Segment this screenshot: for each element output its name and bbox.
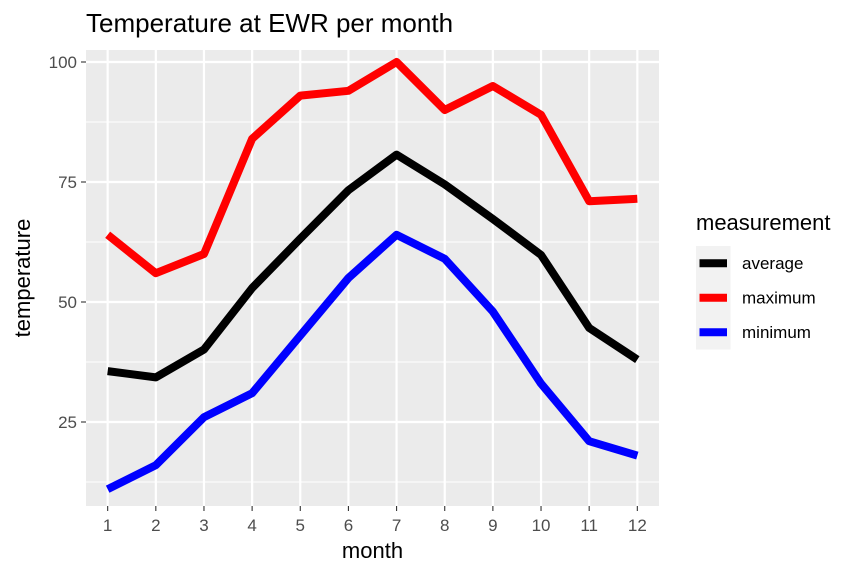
y-tick-label: 75 [58, 173, 77, 192]
plot-panel [86, 50, 659, 506]
x-tick-label: 6 [344, 516, 353, 535]
legend: measurement average maximum minimum [696, 210, 831, 350]
x-tick-label: 5 [296, 516, 305, 535]
x-tick-label: 11 [580, 516, 598, 535]
series-line-minimum [105, 230, 639, 493]
x-tick-label: 3 [199, 516, 208, 535]
legend-label-average: average [742, 254, 803, 273]
legend-items: average maximum minimum [696, 246, 816, 350]
x-tick-label: 8 [440, 516, 449, 535]
legend-title: measurement [696, 210, 831, 235]
legend-label-minimum: minimum [742, 323, 811, 342]
legend-label-maximum: maximum [742, 289, 816, 308]
x-tick-label: 7 [392, 516, 401, 535]
y-axis: 25 50 75 100 [49, 53, 86, 432]
y-axis-title: temperature [10, 219, 35, 338]
x-axis: 1 2 3 4 5 6 7 8 9 10 11 12 [103, 506, 647, 535]
x-tick-label: 2 [151, 516, 160, 535]
x-axis-title: month [342, 538, 403, 563]
x-tick-label: 1 [103, 516, 112, 535]
series-line-maximum [105, 58, 638, 278]
chart-title: Temperature at EWR per month [86, 8, 453, 38]
y-tick-label: 50 [58, 293, 77, 312]
x-tick-label: 4 [247, 516, 256, 535]
series-lines [105, 58, 640, 493]
x-tick-label: 9 [488, 516, 497, 535]
x-tick-label: 10 [532, 516, 551, 535]
grid-minor [86, 121, 659, 483]
series-line-average [107, 150, 640, 382]
y-tick-label: 100 [49, 53, 77, 72]
y-tick-label: 25 [58, 413, 77, 432]
x-tick-label: 12 [628, 516, 647, 535]
